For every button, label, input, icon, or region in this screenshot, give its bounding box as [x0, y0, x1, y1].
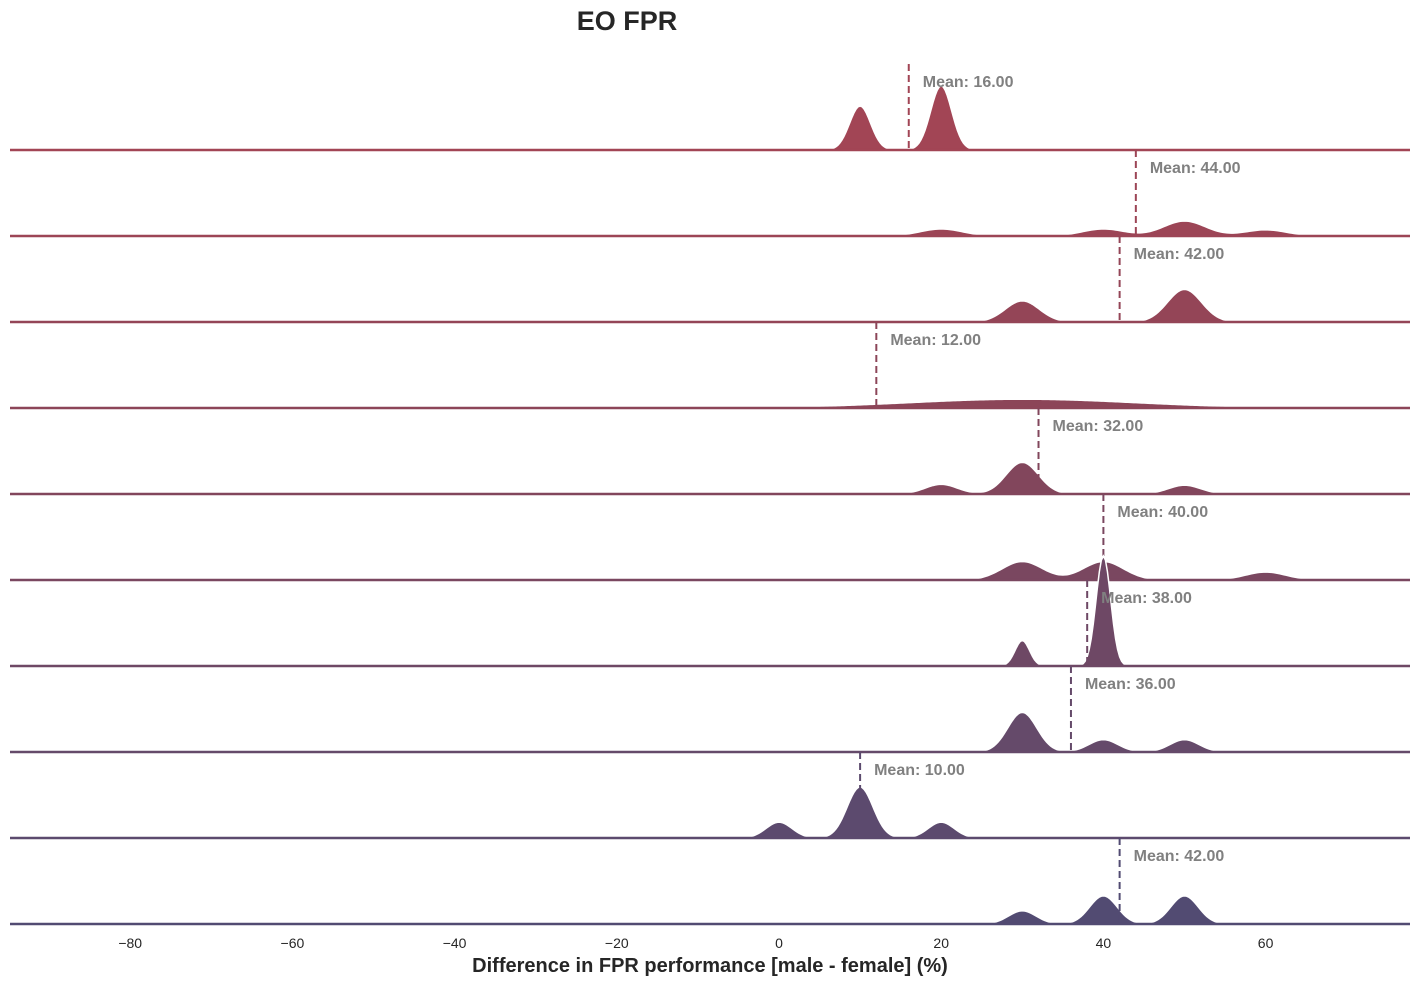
ridge-5: Mean: 32.00 — [10, 408, 1410, 496]
mean-label: Mean: 10.00 — [874, 762, 965, 779]
ridge-area — [10, 461, 1410, 495]
mean-label: Mean: 32.00 — [1053, 418, 1144, 435]
mean-label: Mean: 16.00 — [923, 74, 1014, 91]
x-tick-label: −40 — [443, 935, 467, 951]
chart-title: EO FPR — [577, 6, 678, 36]
ridge-4: Mean: 12.00 — [10, 322, 1411, 410]
ridge-8: Mean: 36.00 — [10, 666, 1410, 754]
ridge-area — [10, 711, 1410, 753]
x-tick-label: −20 — [605, 935, 629, 951]
ridge-6: Mean: 40.00 — [10, 494, 1410, 582]
ridge-area — [10, 786, 1410, 839]
x-tick-label: 60 — [1258, 935, 1274, 951]
ridge-2: Mean: 44.00 — [10, 150, 1410, 238]
mean-label: Mean: 12.00 — [890, 332, 981, 349]
ridges-group: Mean: 16.00 Mean: 44.00 Mean: 42.00 Mean: 1… — [10, 64, 1411, 926]
mean-label: Mean: 38.00 — [1101, 590, 1192, 607]
ridge-7: Mean: 38.00 — [10, 554, 1410, 668]
ridge-1: Mean: 16.00 — [10, 64, 1410, 152]
ridge-10: Mean: 42.00 — [10, 838, 1410, 926]
x-axis-ticks: −80 −60 −40 −20 0 20 40 60 — [118, 935, 1273, 951]
ridge-area — [10, 554, 1410, 667]
mean-label: Mean: 36.00 — [1085, 676, 1176, 693]
x-tick-label: 0 — [775, 935, 783, 951]
x-tick-label: 20 — [933, 935, 949, 951]
x-axis-label: Difference in FPR performance [male - fe… — [472, 955, 948, 977]
x-tick-label: −60 — [281, 935, 305, 951]
ridge-3: Mean: 42.00 — [10, 236, 1410, 324]
ridge-9: Mean: 10.00 — [10, 752, 1410, 840]
ridge-area — [10, 398, 1411, 409]
x-tick-label: 40 — [1096, 935, 1112, 951]
ridge-area — [10, 220, 1410, 237]
mean-label: Mean: 42.00 — [1134, 848, 1225, 865]
mean-label: Mean: 40.00 — [1117, 504, 1208, 521]
mean-label: Mean: 42.00 — [1134, 246, 1225, 263]
ridge-area — [10, 560, 1410, 581]
ridge-area — [10, 84, 1410, 151]
ridge-area — [10, 288, 1410, 323]
ridge-area — [10, 895, 1410, 925]
x-tick-label: −80 — [118, 935, 142, 951]
mean-label: Mean: 44.00 — [1150, 160, 1241, 177]
